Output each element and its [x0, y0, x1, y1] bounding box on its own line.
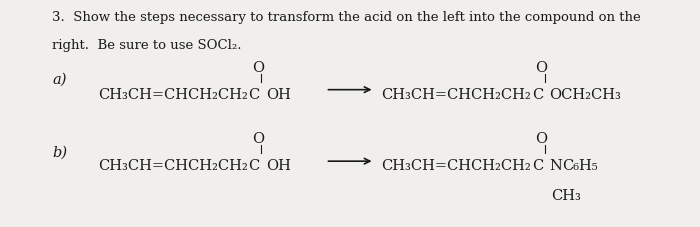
Text: CH₃: CH₃ — [551, 189, 581, 203]
Text: 3.  Show the steps necessary to transform the acid on the left into the compound: 3. Show the steps necessary to transform… — [52, 11, 641, 24]
Text: C: C — [248, 88, 260, 102]
Text: right.  Be sure to use SOCl₂.: right. Be sure to use SOCl₂. — [52, 39, 242, 52]
Text: C: C — [248, 159, 260, 173]
Text: C: C — [532, 159, 543, 173]
Text: CH₃CH=CHCH₂CH₂: CH₃CH=CHCH₂CH₂ — [382, 88, 531, 102]
Text: CH₃CH=CHCH₂CH₂: CH₃CH=CHCH₂CH₂ — [382, 159, 531, 173]
Text: N: N — [550, 159, 562, 173]
Text: O: O — [252, 132, 264, 146]
Text: O: O — [536, 132, 547, 146]
Text: OH: OH — [266, 159, 291, 173]
Text: C₆H₅: C₆H₅ — [562, 159, 598, 173]
Text: a): a) — [52, 73, 67, 87]
Text: C: C — [532, 88, 543, 102]
Text: CH₃CH=CHCH₂CH₂: CH₃CH=CHCH₂CH₂ — [98, 88, 248, 102]
Text: OCH₂CH₃: OCH₂CH₃ — [550, 88, 622, 102]
Text: O: O — [252, 61, 264, 74]
Text: O: O — [536, 61, 547, 74]
Text: b): b) — [52, 145, 68, 159]
Text: OH: OH — [266, 88, 291, 102]
Text: CH₃CH=CHCH₂CH₂: CH₃CH=CHCH₂CH₂ — [98, 159, 248, 173]
